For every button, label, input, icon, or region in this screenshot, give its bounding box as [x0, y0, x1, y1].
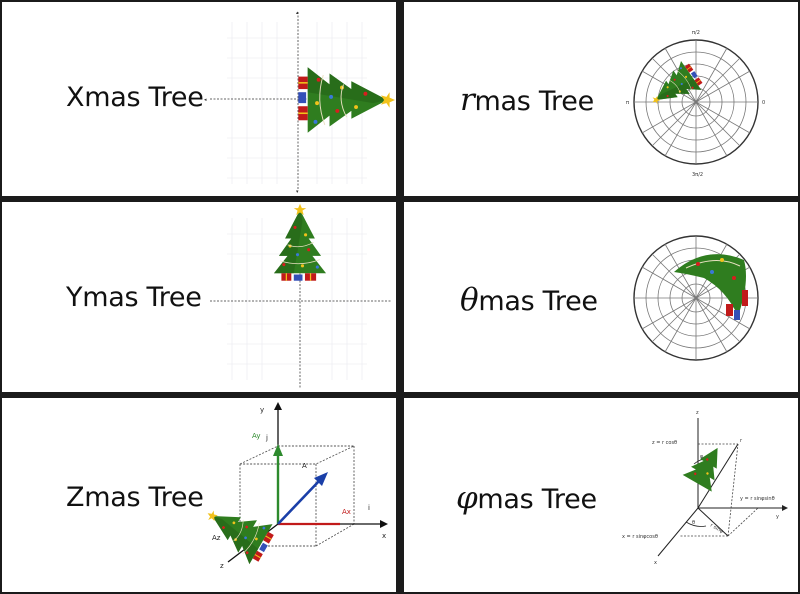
- tree-icon: [273, 203, 327, 282]
- rmas-label: rmas Tree: [460, 82, 594, 118]
- panel-ymas: Ymas Tree: [2, 202, 396, 392]
- r-label: r: [740, 438, 743, 444]
- axis-y-label: y: [776, 514, 779, 520]
- svg-text:π/2: π/2: [692, 30, 700, 36]
- axis-x-label: x: [654, 560, 657, 566]
- thetamas-label: θmas Tree: [460, 282, 598, 318]
- axis-y-label: y: [260, 406, 264, 414]
- axis-z-label: z: [696, 410, 699, 416]
- tree-icon: [195, 492, 279, 568]
- svg-text:π: π: [626, 100, 629, 106]
- r-sin-label: r sinφ: [709, 523, 725, 536]
- tree-icon: [682, 447, 718, 492]
- panel-phimas: φmas Tree z z = r cosθ r φ y = r sinφsin…: [404, 398, 798, 592]
- rmas-polar: π/2 3π/2 π 0: [626, 30, 765, 178]
- phimas-text: mas Tree: [477, 484, 597, 515]
- svg-text:▾: ▾: [296, 189, 299, 195]
- comp-x-label: Ax: [342, 508, 351, 516]
- xmas-label: Xmas Tree: [66, 82, 204, 113]
- svg-text:◂: ◂: [204, 97, 207, 103]
- curved-tree-icon: [674, 254, 746, 316]
- xmas-graph: ◂ ▴ ▾: [204, 10, 396, 195]
- theta-angle-label: θ: [692, 520, 695, 526]
- svg-text:0: 0: [762, 100, 765, 106]
- zmas-3d-diagram: y j Ay A Ax i x Az z: [195, 402, 388, 570]
- phimas-label: φmas Tree: [456, 480, 597, 516]
- vector-a-label: A: [302, 462, 307, 470]
- comp-z-label: Az: [212, 534, 221, 542]
- unit-i-label: i: [368, 504, 370, 512]
- phi-angle-label: φ: [700, 454, 704, 460]
- panel-rmas: rmas Tree π/2 3π/2 π 0: [404, 2, 798, 196]
- eq-z-label: z = r cosθ: [652, 440, 677, 446]
- svg-text:▴: ▴: [296, 10, 299, 16]
- axis-z-label: z: [220, 562, 224, 570]
- phimas-spherical-diagram: z z = r cosθ r φ y = r sinφsinθ y θ r si…: [622, 410, 788, 566]
- panel-zmas: Zmas Tree y j Ay A Ax i x Az z: [2, 398, 396, 592]
- phi-symbol: φ: [456, 480, 478, 516]
- ymas-label: Ymas Tree: [66, 282, 202, 313]
- axis-x-label: x: [382, 532, 386, 540]
- comp-y-label: Ay: [252, 432, 260, 440]
- panel-thetamas: θmas Tree: [404, 202, 798, 392]
- unit-j-label: j: [265, 434, 268, 442]
- rmas-text: mas Tree: [474, 86, 595, 117]
- ymas-graph: [210, 203, 392, 388]
- theta-symbol: θ: [460, 282, 479, 318]
- thetamas-text: mas Tree: [478, 286, 598, 317]
- eq-x-label: x = r sinφcosθ: [622, 534, 658, 540]
- svg-text:3π/2: 3π/2: [692, 172, 703, 178]
- thetamas-polar: [633, 235, 759, 361]
- eq-y-label: y = r sinφsinθ: [740, 496, 775, 502]
- panel-xmas: Xmas Tree ◂ ▴ ▾: [2, 2, 396, 196]
- tree-icon: [297, 66, 396, 134]
- r-symbol: r: [460, 82, 475, 118]
- zmas-label: Zmas Tree: [66, 482, 204, 513]
